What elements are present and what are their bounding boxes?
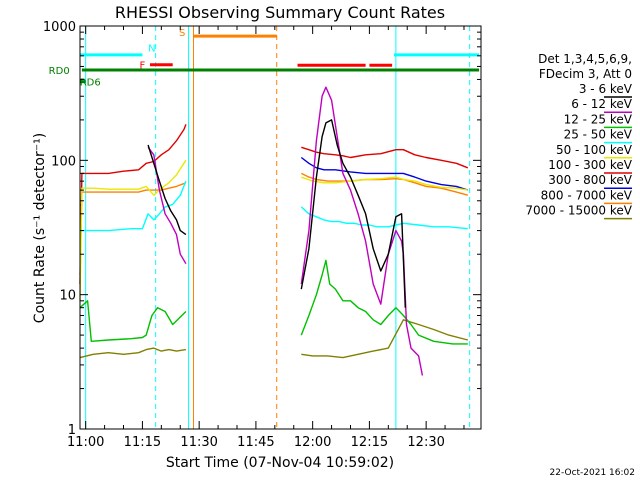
- series-line-5-segment-0: [79, 124, 187, 285]
- series-line-3-segment-0: [80, 180, 187, 232]
- legend-entry-label-6: 300 - 800 keV: [548, 173, 632, 187]
- series-line-2-segment-0: [79, 300, 187, 342]
- chart-title: RHESSI Observing Summary Count Rates: [115, 3, 445, 22]
- plot-frame: [79, 25, 482, 430]
- legend-entry-label-7: 800 - 7000 keV: [541, 188, 633, 202]
- series-line-7-segment-0: [79, 182, 187, 276]
- flag-label-6: RD0: [49, 66, 70, 77]
- legend-entry-label-0: 3 - 6 keV: [579, 82, 633, 96]
- series-line-0-segment-1: [300, 119, 406, 308]
- x-tick-label-4: 12:00: [294, 435, 331, 450]
- series-line-0-segment-0: [147, 144, 187, 236]
- x-tick-label-3: 11:45: [237, 435, 274, 450]
- x-tick-label-2: 11:30: [180, 435, 217, 450]
- series-line-8-segment-1: [301, 319, 468, 359]
- legend-header-line-1: Det 1,3,4,5,6,9,: [538, 52, 632, 66]
- y-tick-label-2: 100: [51, 154, 76, 169]
- legend-entry-label-4: 50 - 100 keV: [556, 143, 633, 157]
- legend-entry-label-1: 6 - 12 keV: [571, 97, 633, 111]
- x-axis-label: Start Time (07-Nov-04 10:59:02): [166, 455, 394, 471]
- flag-label-3: S: [179, 28, 185, 39]
- x-tick-label-6: 12:30: [407, 435, 444, 450]
- legend-entry-label-3: 25 - 50 keV: [564, 128, 633, 142]
- series-line-6-segment-1: [300, 156, 469, 191]
- series-line-1-segment-0: [147, 146, 187, 265]
- footer-date: 22-Oct-2021 16:02: [550, 468, 635, 478]
- legend-entry-label-2: 12 - 25 keV: [564, 112, 633, 126]
- series-line-4-segment-0: [79, 159, 187, 301]
- series-line-4-segment-1: [301, 176, 468, 191]
- legend: Det 1,3,4,5,6,9, FDecim 3, Att 0 3 - 6 k…: [525, 52, 633, 220]
- plot-area: NF S RD0 RD6: [49, 26, 480, 429]
- x-tick-label-1: 11:15: [124, 435, 161, 450]
- legend-entry-label-8: 7000 - 15000 keV: [525, 204, 632, 218]
- series-line-2-segment-1: [300, 259, 468, 345]
- x-tick-label-5: 12:15: [351, 435, 388, 450]
- series-line-7-segment-1: [300, 172, 468, 196]
- legend-entry-label-5: 100 - 300 keV: [548, 158, 632, 172]
- flag-label-2: F: [140, 61, 146, 72]
- series-line-8-segment-0: [79, 347, 187, 359]
- y-tick-label-3: 1000: [43, 20, 76, 35]
- flag-label-7: RD6: [80, 78, 101, 89]
- legend-header-line-2: FDecim 3, Att 0: [539, 67, 632, 81]
- y-tick-label-0: 1: [68, 423, 76, 438]
- y-axis-label: Count Rate (s⁻¹ detector⁻¹): [32, 133, 48, 323]
- flag-label-0: N: [148, 44, 155, 55]
- axes: 11:00 11:15 11:30 11:45 12:00 12:15 12:30 1 10 10…: [43, 20, 481, 450]
- y-tick-label-1: 10: [59, 289, 76, 304]
- x-tick-label-0: 11:00: [67, 435, 104, 450]
